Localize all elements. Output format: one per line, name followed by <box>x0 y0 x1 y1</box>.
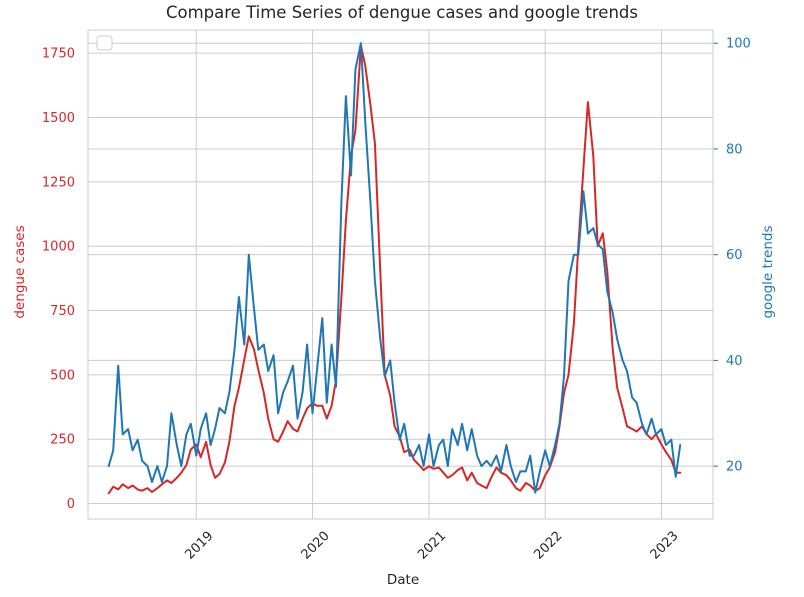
plot-frame <box>87 29 714 520</box>
right-y-tick-label: 80 <box>726 142 743 157</box>
dengue-cases-line <box>107 44 682 495</box>
right-y-tick-labels: 20 40 60 80 100 <box>726 37 751 475</box>
x-gridlines <box>195 30 662 519</box>
left-y-tick-label: 500 <box>50 368 75 383</box>
x-tick-label: 2020 <box>299 529 333 563</box>
right-y-tick-label: 100 <box>726 37 751 52</box>
x-tick-labels: 2019 2020 2021 2022 2023 <box>182 529 681 563</box>
right-y-tick-label: 60 <box>726 248 743 263</box>
left-y-tick-label: 1500 <box>42 111 75 126</box>
right-y-tick-label: 40 <box>726 354 743 369</box>
x-tick-label: 2021 <box>415 529 449 563</box>
google-trends-line <box>107 42 682 494</box>
left-y-tick-label: 1000 <box>42 240 75 255</box>
x-tick-label: 2019 <box>182 529 216 563</box>
left-y-tick-labels: 0 250 500 750 1000 1250 1500 1750 <box>42 47 75 512</box>
x-tick-label: 2023 <box>648 529 682 563</box>
left-y-gridlines <box>88 52 713 505</box>
legend-box <box>96 35 113 51</box>
left-y-tick-label: 1250 <box>42 175 75 190</box>
x-tick-label: 2022 <box>531 529 565 563</box>
series-layer <box>107 42 682 495</box>
left-y-tick-label: 0 <box>67 497 75 512</box>
left-y-axis-label: dengue cases <box>12 225 28 318</box>
left-y-tick-label: 750 <box>50 304 75 319</box>
right-y-gridlines <box>88 42 718 467</box>
left-y-tick-label: 1750 <box>42 47 75 62</box>
right-y-axis-label: google trends <box>760 225 776 318</box>
chart-title: Compare Time Series of dengue cases and … <box>166 3 638 22</box>
right-y-tick-label: 20 <box>726 460 743 475</box>
left-y-tick-label: 250 <box>50 433 75 448</box>
x-axis-label: Date <box>387 572 419 588</box>
